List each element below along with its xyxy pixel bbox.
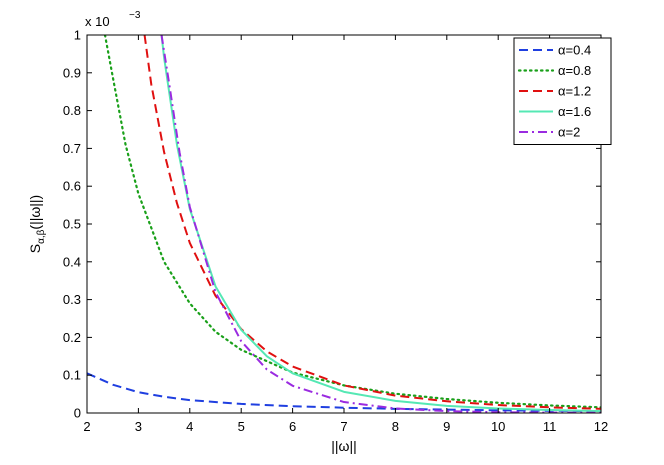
y-tick-label: 0.6 (63, 179, 81, 194)
legend-box (513, 37, 612, 145)
exponent-power: −3 (129, 10, 141, 21)
exponent-base: x 10 (85, 14, 110, 29)
x-tick-label: 3 (135, 419, 142, 434)
x-tick-label: 11 (543, 419, 557, 434)
legend-entry-label: α=0.4 (558, 43, 591, 58)
legend-entry-label: α=1.6 (558, 104, 591, 119)
y-tick-label: 0.7 (63, 141, 81, 156)
x-tick-label: 5 (238, 419, 245, 434)
y-axis-exponent-label: x 10 −3 (85, 10, 141, 29)
series-line-2 (103, 35, 601, 409)
y-tick-label: 0 (74, 406, 81, 421)
series-line-4 (160, 35, 601, 413)
y-tick-label: 0.3 (63, 292, 81, 307)
y-tick-label: 0.2 (63, 330, 81, 345)
y-tick-label: 0.5 (63, 217, 81, 232)
legend: α=0.4 α=0.8 α=1.2 α=1.6 α=2 (513, 37, 612, 145)
y-tick-label: 0.4 (63, 254, 81, 269)
y-tick-label: 0.8 (63, 103, 81, 118)
x-tick-label: 2 (83, 419, 90, 434)
y-axis-label-tail: (||ω||) (27, 195, 43, 230)
x-tick-label: 8 (392, 419, 399, 434)
y-tick-label: 0.9 (63, 65, 81, 80)
x-tick-label: 6 (289, 419, 296, 434)
legend-entry-label: α=0.8 (558, 63, 591, 78)
x-tick-label: 7 (340, 419, 347, 434)
y-axis-label: Sα,β(||ω||) (27, 195, 47, 253)
y-tick-label: 1 (74, 28, 81, 43)
legend-entry-label: α=2 (558, 125, 580, 140)
x-tick-label: 9 (443, 419, 450, 434)
y-axis-label-subscript: α,β (36, 229, 47, 244)
series-line-5 (160, 35, 601, 413)
x-axis-label: ||ω|| (331, 438, 356, 454)
legend-entry-label: α=1.2 (558, 84, 591, 99)
x-tick-label: 4 (186, 419, 193, 434)
y-axis-label-main: S (27, 244, 43, 253)
x-tick-label: 10 (491, 419, 505, 434)
y-tick-label: 0.1 (63, 368, 81, 383)
svg-text:Sα,β(||ω||): Sα,β(||ω||) (27, 195, 47, 253)
x-tick-label: 12 (594, 419, 608, 434)
